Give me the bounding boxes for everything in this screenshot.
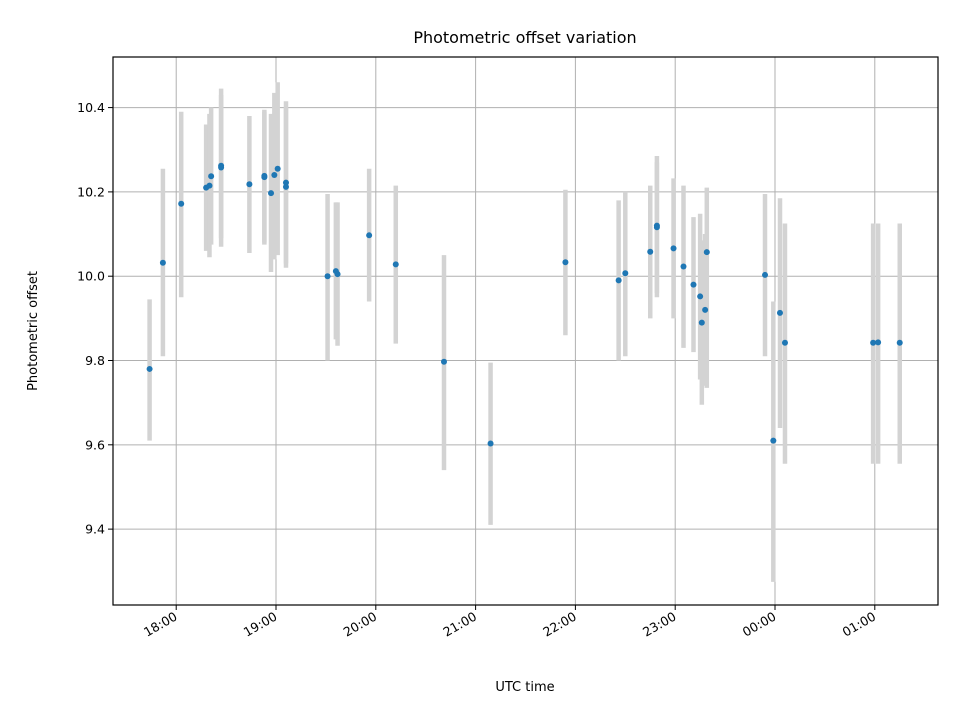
data-point (622, 270, 629, 277)
data-point (282, 183, 289, 190)
data-point (282, 179, 289, 186)
y-tick-label: 9.8 (85, 353, 105, 368)
y-tick-label: 10.4 (77, 100, 105, 115)
data-point (334, 271, 341, 278)
data-point (653, 224, 660, 231)
data-point (440, 358, 447, 365)
data-point (896, 339, 903, 346)
data-points (146, 162, 903, 447)
chart-title: Photometric offset variation (413, 28, 636, 47)
grid (113, 57, 938, 605)
data-point (366, 232, 373, 239)
data-point (159, 259, 166, 266)
data-point (670, 245, 677, 252)
data-point (218, 164, 225, 171)
y-tick-label: 9.4 (85, 522, 105, 537)
data-point (271, 172, 278, 179)
data-point (697, 293, 704, 300)
data-point (562, 259, 569, 266)
y-tick-label: 10.0 (77, 269, 105, 284)
data-point (324, 273, 331, 280)
plot-frame (112, 56, 939, 606)
data-point (770, 437, 777, 444)
data-point (776, 309, 783, 316)
data-point (206, 182, 213, 189)
y-tick-label: 9.6 (85, 437, 105, 452)
data-point (146, 365, 153, 372)
data-point (698, 319, 705, 326)
data-point (487, 440, 494, 447)
data-point (178, 200, 185, 207)
data-point (875, 339, 882, 346)
data-point (702, 306, 709, 313)
data-point (615, 277, 622, 284)
data-point (703, 249, 710, 256)
x-axis-label: UTC time (495, 680, 554, 695)
data-point (268, 190, 275, 197)
data-point (781, 339, 788, 346)
data-point (208, 173, 215, 180)
data-point (680, 263, 687, 270)
data-point (274, 165, 281, 172)
data-point (246, 181, 253, 188)
data-point (392, 261, 399, 268)
data-point (762, 271, 769, 278)
data-point (261, 172, 268, 179)
y-tick-label: 10.2 (77, 184, 105, 199)
data-point (647, 248, 654, 255)
y-axis-label: Photometric offset (26, 271, 41, 391)
data-point (870, 339, 877, 346)
data-point (690, 281, 697, 288)
